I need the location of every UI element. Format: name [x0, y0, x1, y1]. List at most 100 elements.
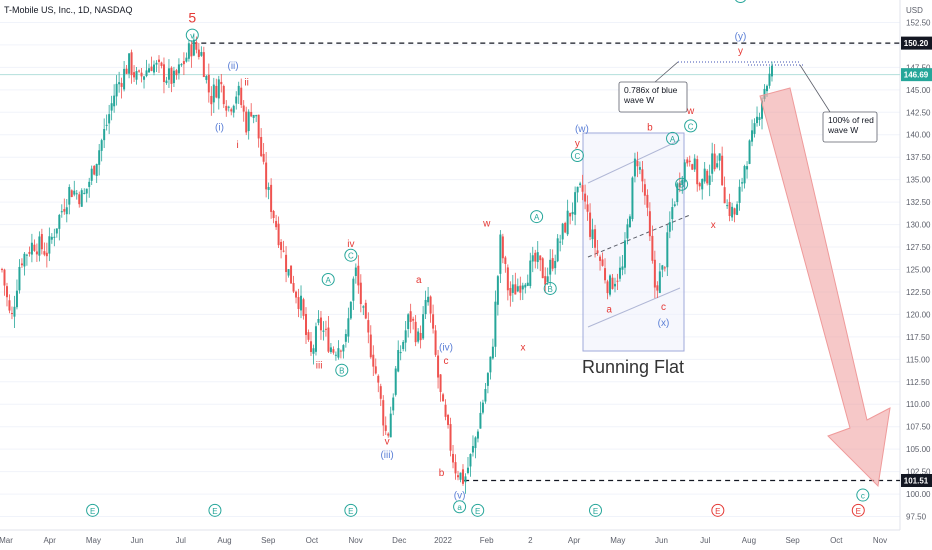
candle-body	[691, 164, 694, 170]
candle-body	[285, 254, 288, 272]
candle	[511, 274, 514, 302]
candle	[733, 207, 736, 223]
candle	[599, 254, 602, 271]
candle	[307, 329, 310, 342]
wave-label-text: iii	[316, 360, 323, 371]
annotation-text: wave W	[623, 95, 654, 105]
candle	[167, 59, 170, 88]
candle	[245, 106, 248, 136]
candle	[643, 178, 646, 205]
candle-body	[723, 187, 726, 204]
candle-body	[45, 252, 48, 257]
candle	[90, 165, 93, 186]
wave-label-text: A	[534, 213, 540, 222]
candle	[579, 181, 582, 188]
wave-label: E	[208, 503, 222, 517]
wave-label: (v)	[454, 491, 466, 502]
y-tick-label: 145.00	[906, 86, 931, 95]
candle-body	[571, 211, 574, 215]
candle-body	[182, 61, 185, 65]
candle-body	[290, 265, 293, 284]
candle	[240, 78, 243, 108]
candle-body	[736, 204, 739, 215]
candle	[589, 203, 592, 241]
candle	[437, 350, 440, 389]
candle	[486, 372, 489, 394]
candle-body	[270, 184, 273, 212]
candle	[746, 161, 749, 179]
candle-body	[651, 235, 654, 261]
candle	[564, 221, 567, 234]
candle	[143, 75, 146, 89]
candle-body	[609, 275, 612, 295]
wave-label-text: (y)	[735, 32, 747, 43]
wave-label-text: v	[385, 437, 390, 448]
y-tick-label: 105.00	[906, 445, 931, 454]
wave-label: a	[606, 305, 612, 316]
candle	[93, 164, 96, 176]
candle	[153, 60, 156, 76]
y-tick-label: 142.50	[906, 108, 931, 117]
wave-label: E	[471, 503, 485, 517]
candle-body	[454, 462, 457, 474]
candle-body	[713, 153, 716, 170]
candle-body	[35, 251, 38, 255]
candle	[364, 299, 367, 320]
candle	[327, 315, 330, 353]
candle-body	[663, 267, 666, 269]
level-lines	[0, 42, 900, 482]
candle-body	[3, 269, 6, 286]
candle-body	[576, 186, 579, 193]
candle-body	[741, 182, 744, 184]
channel-lower	[587, 287, 681, 328]
x-axis: Mar Apr May Jun Jul Aug Sep Oct Nov Dec 2022 Feb 2 Ap…	[0, 529, 900, 545]
candle-body	[442, 394, 445, 402]
wave-label-text: x	[711, 220, 716, 231]
candle	[138, 69, 141, 73]
wave-label-circle	[321, 272, 335, 286]
candle	[25, 253, 28, 266]
candle	[397, 340, 400, 373]
candle	[427, 286, 430, 306]
candle-body	[260, 136, 263, 157]
candle	[716, 155, 719, 169]
candle	[282, 240, 285, 253]
wave-label-circle	[344, 503, 358, 517]
candle	[73, 180, 76, 197]
candle-body	[519, 285, 522, 293]
candle	[45, 242, 48, 268]
candle-body	[673, 204, 676, 206]
candle-body	[205, 76, 208, 80]
candle-body	[135, 71, 138, 80]
candle-body	[529, 260, 532, 286]
x-tick-label: Apr	[568, 536, 581, 545]
candle-body	[334, 354, 337, 356]
candle-body	[322, 330, 325, 332]
wave-label: (y)	[735, 32, 747, 43]
candle-body	[382, 400, 385, 426]
candle-body	[511, 284, 514, 293]
candle	[100, 138, 103, 162]
candle	[514, 272, 517, 295]
candle	[683, 159, 686, 189]
candle-body	[733, 208, 736, 215]
wave-label-text: y	[738, 46, 743, 57]
candle	[713, 144, 716, 172]
candle	[165, 76, 168, 85]
candle	[329, 342, 332, 354]
candle	[85, 188, 88, 203]
candle-body	[200, 52, 203, 56]
candle-body	[412, 318, 415, 321]
y-axis: 152.50150.00147.50145.00142.50140.00137.…	[906, 18, 931, 521]
candle	[357, 255, 360, 294]
running-flat-pattern: Running Flat	[582, 132, 691, 377]
candle-body	[83, 192, 86, 194]
candle	[574, 186, 577, 226]
candle	[424, 290, 427, 320]
candle	[466, 457, 469, 475]
candle-body	[287, 269, 290, 276]
candle-body	[606, 281, 609, 294]
candle	[626, 218, 629, 245]
wave-label-circle	[856, 488, 870, 502]
